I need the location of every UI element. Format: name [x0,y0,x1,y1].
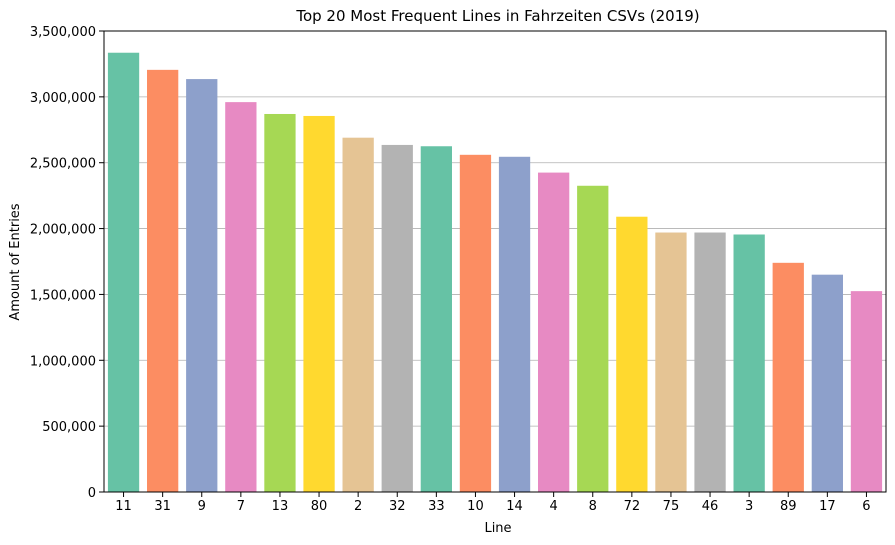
y-tick-label: 2,500,000 [30,157,96,172]
y-tick-label: 500,000 [42,420,96,435]
y-tick-label: 0 [88,486,96,501]
bar-line-33 [420,146,452,492]
x-tick-label: 72 [624,499,641,514]
bar-line-4 [538,172,570,493]
x-tick-label: 75 [663,499,680,514]
bar-line-10 [459,154,492,492]
x-tick-label: 32 [389,499,406,514]
bar-line-14 [498,156,531,492]
bar-line-7 [225,102,257,492]
y-tick-label: 3,000,000 [30,91,96,106]
bar-line-2 [342,137,374,492]
x-tick-label: 9 [198,499,206,514]
plot-frame [103,30,887,493]
x-tick-label: 89 [780,499,797,514]
bar-line-75 [655,232,687,492]
y-axis: 0 500,000 1,000,000 1,500,000 2,000,000 2,500… [30,25,104,501]
bar-line-89 [772,262,804,492]
bar-line-3 [733,234,765,492]
x-tick-label: 4 [550,499,558,514]
x-tick-label: 10 [467,499,484,514]
bar-line-9 [186,79,218,492]
y-tick-label: 3,500,000 [30,25,96,40]
x-axis-label: Line [484,521,511,536]
bar-line-11 [107,52,140,493]
x-axis: 11 31 9 7 13 80 2 32 33 10 14 4 8 72 75 46 3 89 17 6 [115,492,871,514]
chart-title: Top 20 Most Frequent Lines in Fahrzeiten… [295,7,699,25]
bar-line-6 [850,291,883,492]
y-tick-label: 2,000,000 [30,223,96,238]
bar-line-32 [381,144,413,492]
x-tick-label: 11 [115,499,132,514]
x-tick-label: 17 [819,499,836,514]
y-axis-label: Amount of Entries [8,203,23,320]
y-tick-label: 1,500,000 [30,288,96,303]
bar-line-46 [694,232,726,492]
x-tick-label: 31 [154,499,171,514]
x-tick-label: 14 [506,499,523,514]
bar-line-17 [811,274,843,492]
bar-line-8 [577,185,609,492]
x-tick-label: 8 [589,499,597,514]
x-tick-label: 7 [237,499,245,514]
y-tick-label: 1,000,000 [30,354,96,369]
bar-line-31 [147,69,179,492]
x-tick-label: 80 [311,499,328,514]
x-tick-label: 33 [428,499,445,514]
x-tick-label: 6 [862,499,870,514]
x-tick-label: 13 [272,499,289,514]
bars [107,52,883,493]
bar-line-80 [303,115,335,492]
x-tick-label: 46 [702,499,719,514]
bar-line-72 [616,216,648,492]
x-tick-label: 3 [745,499,753,514]
bar-line-13 [264,113,296,492]
gridlines [104,30,886,427]
x-tick-label: 2 [354,499,362,514]
